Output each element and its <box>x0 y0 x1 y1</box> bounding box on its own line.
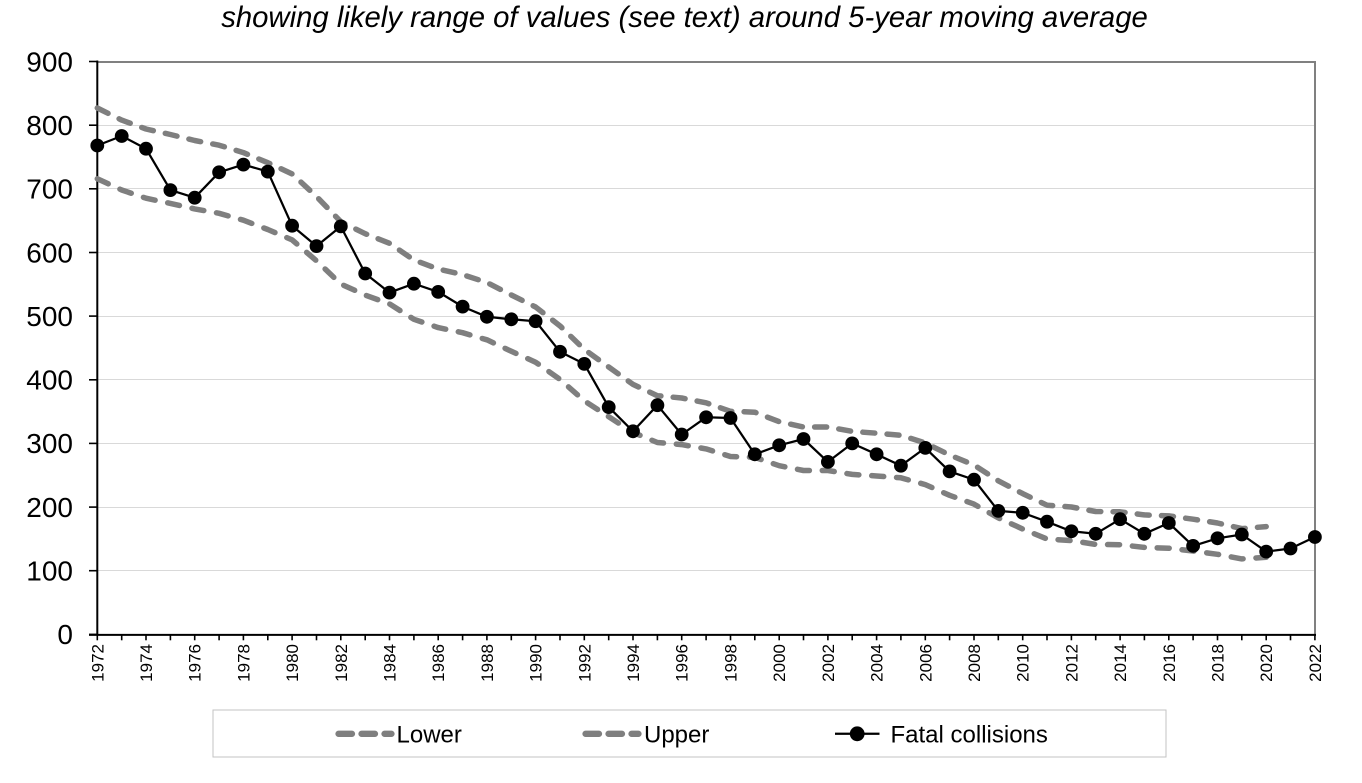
svg-text:2010: 2010 <box>1014 644 1033 682</box>
svg-text:700: 700 <box>26 174 73 205</box>
svg-text:1982: 1982 <box>332 644 351 682</box>
svg-text:2016: 2016 <box>1160 644 1179 682</box>
svg-text:500: 500 <box>26 301 73 332</box>
svg-text:Fatal collisions: Fatal collisions <box>891 722 1048 749</box>
svg-text:300: 300 <box>26 428 73 459</box>
svg-text:Lower: Lower <box>397 722 462 749</box>
svg-text:Upper: Upper <box>644 722 709 749</box>
svg-text:showing likely range of values: showing likely range of values (see text… <box>221 1 1148 34</box>
svg-text:100: 100 <box>26 556 73 587</box>
svg-text:1992: 1992 <box>575 644 594 682</box>
svg-text:1984: 1984 <box>381 644 400 682</box>
svg-text:2000: 2000 <box>770 644 789 682</box>
svg-text:1980: 1980 <box>283 644 302 682</box>
svg-text:0: 0 <box>57 619 73 650</box>
svg-text:2020: 2020 <box>1257 644 1276 682</box>
svg-text:1976: 1976 <box>186 644 205 682</box>
svg-text:900: 900 <box>26 46 73 77</box>
svg-text:1978: 1978 <box>234 644 253 682</box>
svg-text:2008: 2008 <box>965 644 984 682</box>
svg-text:1990: 1990 <box>527 644 546 682</box>
svg-text:800: 800 <box>26 110 73 141</box>
svg-text:600: 600 <box>26 237 73 268</box>
svg-text:2006: 2006 <box>916 644 935 682</box>
svg-text:1994: 1994 <box>624 644 643 682</box>
svg-text:2012: 2012 <box>1062 644 1081 682</box>
svg-text:2018: 2018 <box>1209 644 1228 682</box>
svg-text:2002: 2002 <box>819 644 838 682</box>
svg-text:1972: 1972 <box>88 644 107 682</box>
svg-text:2004: 2004 <box>868 644 887 682</box>
svg-text:1998: 1998 <box>722 644 741 682</box>
svg-text:400: 400 <box>26 365 73 396</box>
svg-text:1988: 1988 <box>478 644 497 682</box>
svg-text:2022: 2022 <box>1306 644 1325 682</box>
svg-text:200: 200 <box>26 492 73 523</box>
svg-text:1986: 1986 <box>429 644 448 682</box>
svg-text:1996: 1996 <box>673 644 692 682</box>
svg-text:1974: 1974 <box>137 644 156 682</box>
svg-text:2014: 2014 <box>1111 644 1130 682</box>
